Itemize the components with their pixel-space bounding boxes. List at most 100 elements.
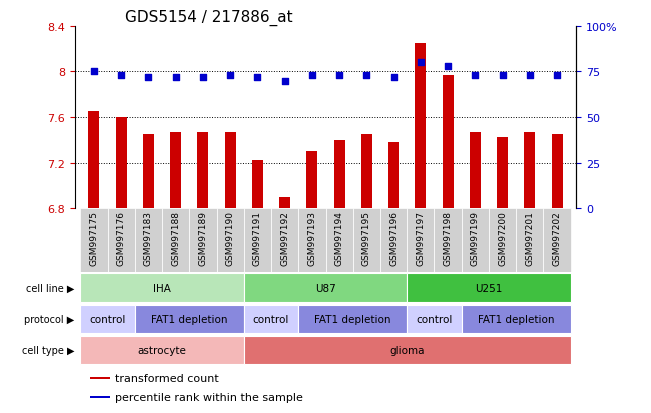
Bar [252,161,263,209]
Bar [408,274,571,302]
Bar [80,209,107,273]
Bar [353,209,380,273]
Text: glioma: glioma [389,345,425,355]
Bar [170,133,181,209]
Bar [89,112,100,209]
Bar [80,336,243,364]
Text: GSM997192: GSM997192 [280,211,289,265]
Text: GSM997197: GSM997197 [417,211,425,266]
Bar [388,142,399,209]
Text: U87: U87 [315,283,336,293]
Text: control: control [253,314,289,324]
Text: cell type ▶: cell type ▶ [22,345,74,355]
Text: GSM997195: GSM997195 [362,211,371,266]
Point [252,74,262,81]
Text: GSM997191: GSM997191 [253,211,262,266]
Text: GSM997175: GSM997175 [89,211,98,266]
Bar [197,133,208,209]
Text: GSM997188: GSM997188 [171,211,180,266]
Bar [415,44,426,209]
Bar [307,152,317,209]
Text: percentile rank within the sample: percentile rank within the sample [115,392,303,402]
Point [171,74,181,81]
Bar [516,209,544,273]
Text: GSM997202: GSM997202 [553,211,562,265]
Point [443,64,453,70]
Bar [80,305,135,333]
Text: GSM997198: GSM997198 [443,211,452,266]
Point [389,74,399,81]
Bar [243,336,571,364]
Bar [298,209,326,273]
Bar [380,209,408,273]
Text: GSM997183: GSM997183 [144,211,153,266]
Text: GSM997193: GSM997193 [307,211,316,266]
Text: GSM997176: GSM997176 [117,211,126,266]
Bar [361,135,372,209]
Text: IHA: IHA [153,283,171,293]
Bar [279,197,290,209]
Text: GSM997196: GSM997196 [389,211,398,266]
Bar [408,209,434,273]
Bar [544,209,571,273]
Bar [271,209,298,273]
Text: U251: U251 [475,283,503,293]
Point [525,73,535,79]
Bar [217,209,243,273]
Bar [462,305,571,333]
Bar [135,209,162,273]
Text: GSM997190: GSM997190 [226,211,234,266]
Text: GSM997194: GSM997194 [335,211,344,265]
Bar [80,274,243,302]
Text: GDS5154 / 217886_at: GDS5154 / 217886_at [125,9,292,26]
Bar [243,274,408,302]
Point [334,73,344,79]
Bar [243,305,298,333]
Text: control: control [89,314,126,324]
Bar [90,396,110,398]
Point [361,73,372,79]
Text: cell line ▶: cell line ▶ [26,283,74,293]
Bar [434,209,462,273]
Bar [90,377,110,379]
Bar [489,209,516,273]
Text: protocol ▶: protocol ▶ [24,314,74,324]
Bar [116,118,127,209]
Point [307,73,317,79]
Bar [443,76,454,209]
Text: FAT1 depletion: FAT1 depletion [314,314,391,324]
Text: transformed count: transformed count [115,373,219,383]
Text: GSM997201: GSM997201 [525,211,534,265]
Point [470,73,480,79]
Point [279,78,290,85]
Bar [334,140,344,209]
Bar [143,135,154,209]
Text: GSM997199: GSM997199 [471,211,480,266]
Bar [243,209,271,273]
Bar [470,133,481,209]
Bar [524,133,535,209]
Bar [162,209,189,273]
Point [143,74,154,81]
Bar [462,209,489,273]
Bar [326,209,353,273]
Text: FAT1 depletion: FAT1 depletion [478,314,555,324]
Point [415,60,426,66]
Bar [189,209,217,273]
Point [552,73,562,79]
Bar [497,138,508,209]
Point [116,73,126,79]
Text: astrocyte: astrocyte [137,345,186,355]
Bar [107,209,135,273]
Point [225,73,236,79]
Point [497,73,508,79]
Bar [135,305,243,333]
Bar [298,305,408,333]
Bar [225,133,236,209]
Bar [408,305,462,333]
Text: GSM997189: GSM997189 [199,211,208,266]
Point [89,69,99,76]
Text: control: control [416,314,452,324]
Text: FAT1 depletion: FAT1 depletion [151,314,228,324]
Point [198,74,208,81]
